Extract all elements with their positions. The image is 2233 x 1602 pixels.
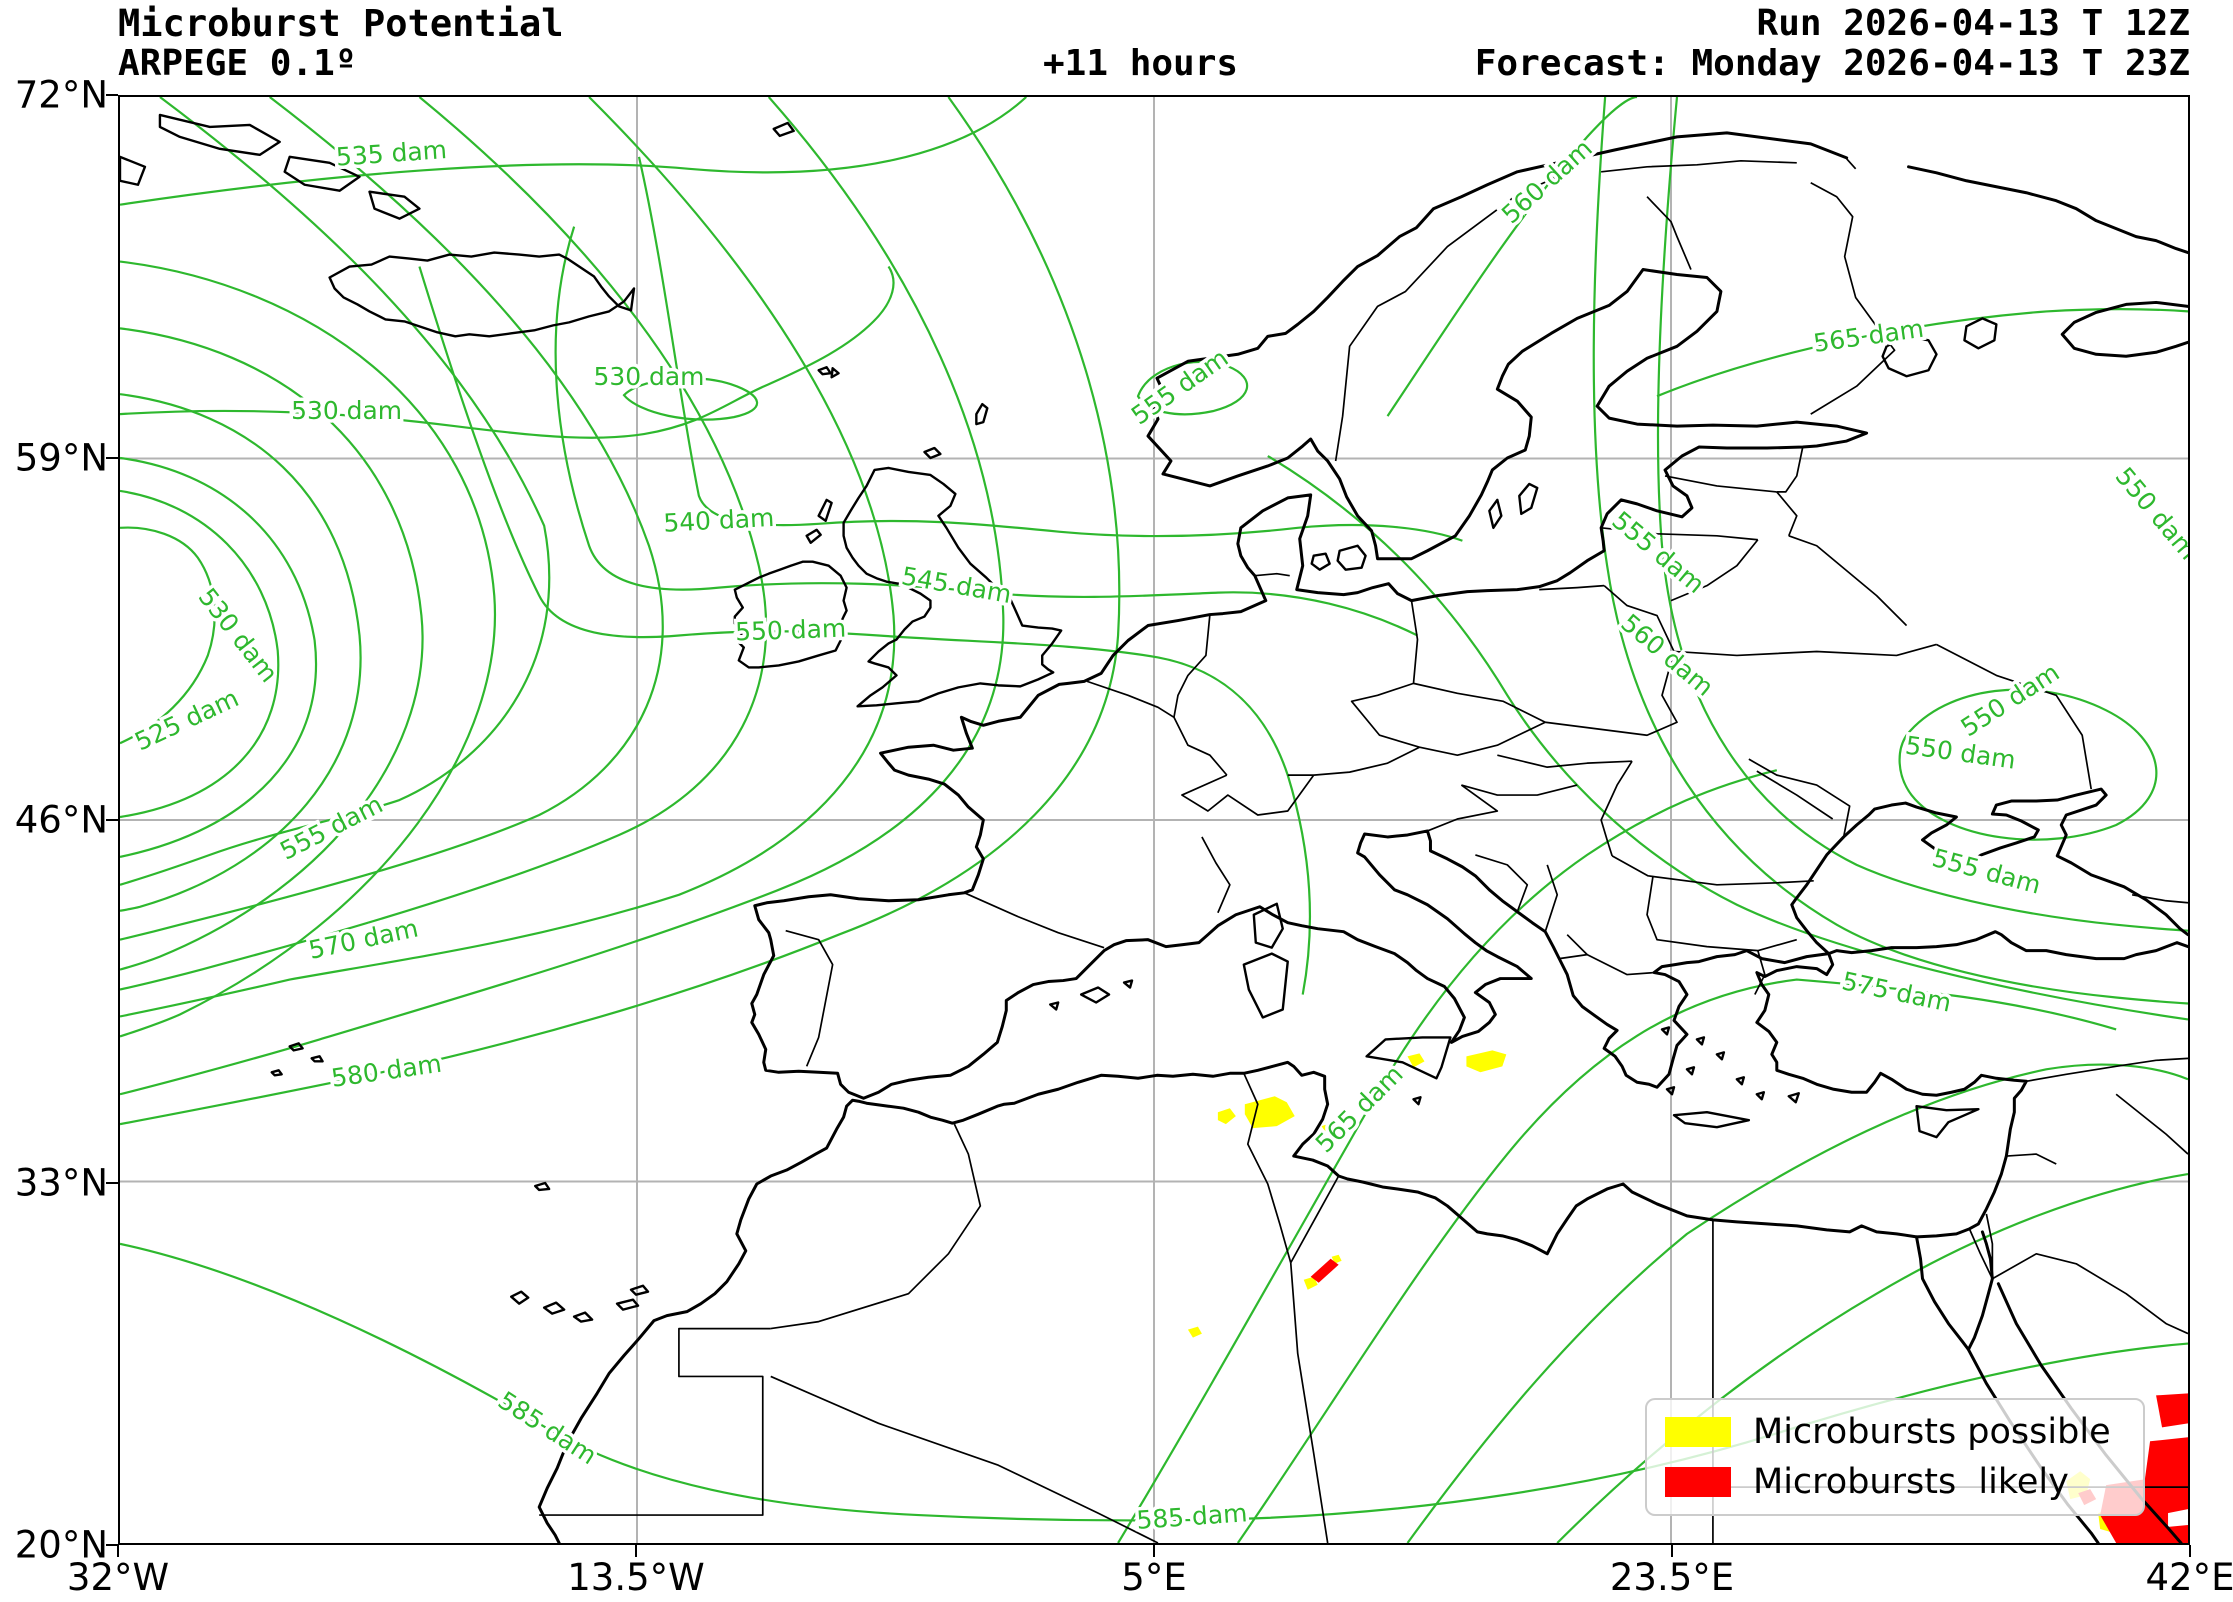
balearics: [1049, 979, 1134, 1011]
azores: [270, 1042, 324, 1077]
malta: [1412, 1096, 1422, 1106]
ireland: [733, 560, 848, 669]
contour-label: 530 dam: [593, 362, 704, 391]
contour-label: 560 dam: [1496, 134, 1598, 230]
y-tick-mark: [106, 456, 118, 459]
x-tick-mark: [635, 1545, 637, 1557]
x-tick-mark: [1153, 1545, 1155, 1557]
contour-label: 555 dam: [275, 789, 387, 865]
y-tick-label: 59°N: [14, 436, 108, 479]
iceland: [328, 251, 636, 338]
y-tick-mark: [106, 819, 118, 821]
grid-lines: [120, 97, 2188, 1543]
contour-label: 585 dam: [493, 1386, 602, 1471]
x-tick-label: 13.5°W: [567, 1556, 705, 1599]
madeira: [533, 1181, 551, 1192]
y-tick-mark: [106, 1181, 118, 1184]
forecast-label: Forecast: Monday 2026-04-13 T 23Z: [1474, 43, 2190, 84]
shetland-orkney: [923, 402, 989, 460]
contour-label: 565 dam: [1812, 314, 1926, 358]
corsica: [1252, 902, 1284, 949]
contour-label: 580 dam: [329, 1049, 443, 1093]
contour-label: 560 dam: [1616, 608, 1720, 701]
map-plot-area: 535 dam 530 dam 530 dam 540 dam 545 dam 550 d…: [118, 95, 2190, 1545]
white-sea-coastline: [2060, 300, 2188, 358]
contour-label: 555 dam: [1607, 506, 1711, 599]
lake-onega: [1963, 317, 1998, 350]
kola-coastline: [1907, 165, 2188, 255]
cyprus: [1915, 1105, 1980, 1139]
contour-label: 575 dam: [1839, 966, 1954, 1017]
legend-label: Microbursts likely: [1753, 1462, 2069, 1502]
page-title: Microburst Potential: [118, 2, 564, 45]
run-label: Run 2026-04-13 T 12Z: [1756, 3, 2190, 44]
x-tick-mark: [2189, 1545, 2191, 1557]
legend-item: Microbursts likely: [1665, 1462, 2125, 1502]
jan-mayen: [772, 121, 795, 138]
gotland-oland: [1488, 482, 1539, 530]
contour-label: 550 dam: [1956, 658, 2065, 743]
contour-label: 545 dam: [899, 561, 1013, 609]
x-tick-mark: [117, 1545, 119, 1557]
sardinia: [1242, 952, 1289, 1019]
y-tick-label: 72°N: [14, 73, 108, 117]
x-tick-label: 42°E: [2145, 1556, 2233, 1599]
legend-item: Microbursts possible: [1665, 1412, 2125, 1452]
legend-swatch: [1665, 1417, 1731, 1447]
y-tick-label: 20°N: [14, 1523, 108, 1567]
contour-label: 530 dam: [291, 396, 402, 425]
greenland-fragments: [120, 113, 421, 220]
crete: [1672, 1110, 1751, 1129]
legend-label: Microbursts possible: [1753, 1412, 2111, 1452]
country-borders: [539, 158, 2188, 1543]
x-tick-label: 5°E: [1121, 1556, 1187, 1599]
aegean-islands: [1660, 1026, 1800, 1104]
faroe-islands: [817, 366, 840, 379]
y-tick-label: 33°N: [14, 1161, 108, 1204]
turkey-levant-africa-coastline: [537, 930, 2188, 1543]
contour-label: 550 dam: [2110, 462, 2188, 566]
x-tick-label: 23.5°E: [1609, 1556, 1735, 1599]
coastlines: [120, 113, 2188, 1543]
contour-label: 585 dam: [1136, 1498, 1249, 1535]
legend-swatch: [1665, 1467, 1731, 1497]
danish-islands: [1310, 544, 1367, 571]
lead-time-label: +11 hours: [1043, 43, 1239, 84]
great-britain: [842, 466, 1063, 708]
contour-label: 535 dam: [335, 135, 448, 172]
contour-labels: 535 dam 530 dam 530 dam 540 dam 545 dam 550 d…: [127, 130, 2188, 1538]
contour-label: 550 dam: [735, 614, 847, 647]
contour-label: 530 dam: [193, 583, 284, 688]
x-tick-label: 32°W: [66, 1556, 170, 1599]
contour-label: 525 dam: [130, 683, 243, 756]
y-tick-label: 46°N: [14, 798, 108, 842]
sicily: [1365, 1036, 1452, 1080]
red-sea-coastline: [1915, 1230, 1994, 1352]
map-legend: Microbursts possible Microbursts likely: [1645, 1398, 2145, 1516]
hebrides: [805, 498, 833, 544]
europe-map: 535 dam 530 dam 530 dam 540 dam 545 dam 550 d…: [120, 97, 2188, 1543]
mainland-coastline: [750, 131, 2188, 1100]
contour-label: 550 dam: [1904, 731, 2018, 775]
contour-label: 540 dam: [663, 503, 775, 538]
y-tick-mark: [106, 1544, 118, 1546]
x-tick-mark: [1671, 1545, 1673, 1557]
canary-islands: [510, 1284, 650, 1323]
geopotential-contours: [120, 97, 2188, 1543]
y-tick-mark: [106, 94, 118, 96]
model-label: ARPEGE 0.1º: [118, 43, 357, 84]
